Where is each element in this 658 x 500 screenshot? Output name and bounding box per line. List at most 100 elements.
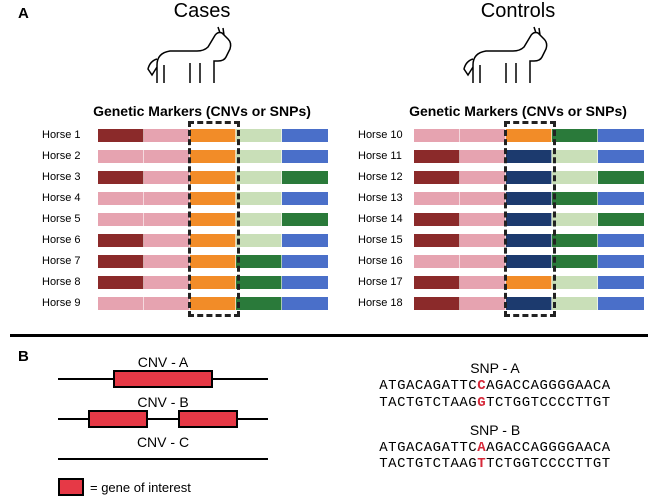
snp-item: SNP - AATGACAGATTCCAGACCAGGGGAACATACTGTC… — [350, 360, 640, 412]
segment — [190, 297, 236, 310]
segment — [506, 297, 552, 310]
segment — [98, 297, 144, 310]
chrom-row: Horse 18 — [358, 293, 658, 313]
row-label: Horse 4 — [42, 192, 98, 204]
row-label: Horse 5 — [42, 213, 98, 225]
segments — [98, 192, 328, 205]
segment — [414, 276, 460, 289]
segment — [282, 234, 328, 247]
snp-item: SNP - BATGACAGATTCAAGACCAGGGGAACATACTGTC… — [350, 422, 640, 474]
segment — [236, 192, 282, 205]
segment — [144, 255, 190, 268]
segment — [552, 192, 598, 205]
segment — [598, 150, 644, 163]
segments — [98, 276, 328, 289]
segment — [460, 255, 506, 268]
chrom-row: Horse 5 — [42, 209, 342, 229]
seq-post: AGACCAGGGGAACA — [486, 378, 611, 394]
controls-title: Controls — [378, 0, 658, 23]
controls-markers-title: Genetic Markers (CNVs or SNPs) — [378, 103, 658, 119]
snp-label: SNP - A — [350, 360, 640, 376]
seq-mutation: G — [477, 395, 486, 411]
segment — [144, 192, 190, 205]
segments — [414, 297, 644, 310]
segment — [460, 234, 506, 247]
segment — [144, 129, 190, 142]
cnv-item: CNV - B — [58, 394, 268, 428]
segment — [414, 129, 460, 142]
segment — [414, 171, 460, 184]
seq-post: AGACCAGGGGAACA — [486, 440, 611, 456]
segments — [414, 255, 644, 268]
segments — [414, 129, 644, 142]
segment — [98, 276, 144, 289]
segment — [144, 234, 190, 247]
segment — [236, 129, 282, 142]
segments — [98, 297, 328, 310]
seq-post: TCTGGTCCCCTTGT — [486, 456, 611, 472]
segment — [98, 150, 144, 163]
panel-divider — [10, 334, 648, 337]
gene-box — [178, 410, 238, 428]
controls-column: Controls Genetic Markers (CNVs or SNPs) … — [358, 0, 658, 314]
seq-pre: ATGACAGATTC — [379, 440, 477, 456]
segment — [98, 213, 144, 226]
segment — [460, 297, 506, 310]
chrom-row: Horse 11 — [358, 146, 658, 166]
segment — [282, 276, 328, 289]
cases-title: Cases — [62, 0, 342, 23]
gene-legend-box — [58, 478, 84, 496]
segments — [414, 150, 644, 163]
segments — [98, 255, 328, 268]
segment — [190, 192, 236, 205]
segment — [506, 150, 552, 163]
row-label: Horse 7 — [42, 255, 98, 267]
segments — [414, 276, 644, 289]
segment — [598, 213, 644, 226]
segment — [598, 192, 644, 205]
segment — [414, 234, 460, 247]
row-label: Horse 18 — [358, 297, 414, 309]
chrom-row: Horse 15 — [358, 230, 658, 250]
cases-rows: Horse 1Horse 2Horse 3Horse 4Horse 5Horse… — [42, 125, 342, 313]
segment — [552, 255, 598, 268]
segment — [190, 150, 236, 163]
segment — [144, 213, 190, 226]
segment — [236, 150, 282, 163]
cases-column: Cases Genetic Markers (CNVs or SNPs) Hor… — [42, 0, 342, 314]
segment — [506, 255, 552, 268]
segment — [598, 234, 644, 247]
segment — [282, 150, 328, 163]
seq-pre: ATGACAGATTC — [379, 378, 477, 394]
segment — [236, 234, 282, 247]
segment — [598, 171, 644, 184]
segments — [98, 171, 328, 184]
seq-mutation: A — [477, 440, 486, 456]
sequence: ATGACAGATTCCAGACCAGGGGAACA — [350, 378, 640, 395]
segment — [190, 255, 236, 268]
segment — [144, 171, 190, 184]
segments — [98, 129, 328, 142]
segment — [282, 192, 328, 205]
segment — [236, 276, 282, 289]
segment — [236, 171, 282, 184]
row-label: Horse 6 — [42, 234, 98, 246]
chrom-row: Horse 7 — [42, 251, 342, 271]
segments — [414, 234, 644, 247]
segments — [98, 213, 328, 226]
seq-mutation: C — [477, 378, 486, 394]
seq-pre: TACTGTCTAAG — [379, 395, 477, 411]
segment — [414, 150, 460, 163]
seq-post: TCTGGTCCCCTTGT — [486, 395, 611, 411]
segment — [460, 129, 506, 142]
segment — [144, 276, 190, 289]
cnv-baseline — [58, 458, 268, 460]
cnv-label: CNV - C — [58, 434, 268, 450]
cnv-line — [58, 450, 268, 468]
segment — [552, 213, 598, 226]
segment — [552, 150, 598, 163]
segment — [98, 129, 144, 142]
segment — [460, 171, 506, 184]
chrom-row: Horse 13 — [358, 188, 658, 208]
segment — [190, 213, 236, 226]
